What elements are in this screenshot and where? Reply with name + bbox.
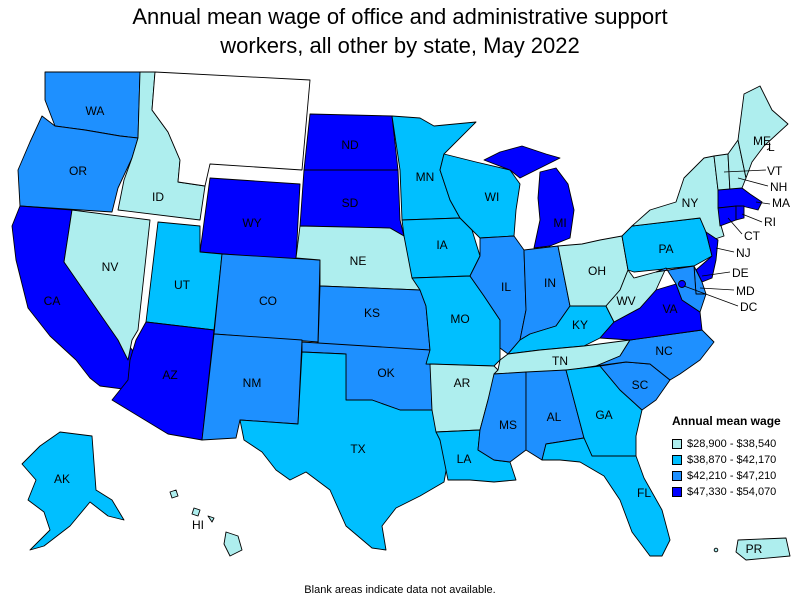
legend-label: $38,870 - $42,170 [687, 454, 777, 466]
state-PR[interactable] [735, 537, 791, 561]
label-OH: OH [588, 264, 606, 278]
label-NM: NM [243, 376, 262, 390]
state-ME[interactable] [737, 85, 789, 179]
northeast-callouts: L VT NH MA RI CT NJ DE MD DC [683, 140, 790, 314]
label-AZ: AZ [162, 368, 177, 382]
label-TN: TN [552, 354, 568, 368]
label-MA: MA [772, 196, 790, 210]
label-OR: OR [69, 164, 87, 178]
footnote: Blank areas indicate data not available. [304, 584, 496, 596]
label-IA: IA [436, 238, 447, 252]
label-ID: ID [152, 190, 164, 204]
state-MT[interactable] [151, 71, 311, 187]
map-title: Annual mean wage of office and administr… [0, 2, 800, 60]
label-KY: KY [572, 318, 588, 332]
state-DC[interactable] [678, 280, 686, 288]
state-HI[interactable] [169, 489, 243, 557]
label-MD: MD [736, 284, 755, 298]
label-AK: AK [54, 472, 70, 486]
label-VA: VA [662, 302, 677, 316]
map-title-line1: Annual mean wage of office and administr… [132, 4, 668, 29]
legend-label: $47,330 - $54,070 [687, 486, 777, 498]
legend-label: $28,900 - $38,540 [687, 438, 777, 450]
label-GA: GA [595, 408, 612, 422]
legend-swatch [672, 455, 682, 465]
label-SC: SC [632, 378, 649, 392]
legend-swatch [672, 439, 682, 449]
label-TX: TX [350, 442, 365, 456]
label-AL: AL [547, 410, 562, 424]
legend-item: $38,870 - $42,170 [672, 452, 800, 468]
label-WV: WV [616, 294, 635, 308]
label-DC: DC [740, 300, 758, 314]
state-MI[interactable] [483, 145, 575, 249]
label-PA: PA [658, 242, 673, 256]
legend-item: $47,330 - $54,070 [672, 484, 800, 500]
label-UT: UT [174, 278, 191, 292]
label-DE: DE [732, 266, 749, 280]
label-PR: PR [746, 542, 763, 556]
label-OK: OK [377, 366, 394, 380]
label-AR: AR [454, 376, 471, 390]
pr-small-island [713, 547, 719, 553]
label-KS: KS [364, 306, 380, 320]
label-FL: FL [637, 486, 651, 500]
label-CA: CA [44, 294, 61, 308]
us-map-svg: WA OR CA NV ID WY UT CO AZ NM ND SD NE K… [11, 71, 791, 561]
legend-label: $42,210 - $47,210 [687, 470, 777, 482]
us-state-map: WA OR CA NV ID WY UT CO AZ NM ND SD NE K… [0, 60, 800, 580]
label-NC: NC [655, 344, 673, 358]
legend-item: $28,900 - $38,540 [672, 436, 800, 452]
label-partial-top: L [768, 140, 775, 154]
label-MS: MS [499, 418, 517, 432]
legend-swatch [672, 471, 682, 481]
label-NJ: NJ [736, 246, 751, 260]
state-NJ[interactable] [695, 231, 719, 283]
label-MI: MI [553, 216, 566, 230]
label-WI: WI [485, 190, 500, 204]
label-VT: VT [767, 164, 783, 178]
label-MN: MN [416, 170, 435, 184]
state-CT[interactable] [717, 205, 737, 227]
legend-item: $42,210 - $47,210 [672, 468, 800, 484]
state-TX[interactable] [239, 351, 449, 551]
label-NV: NV [102, 260, 119, 274]
label-IL: IL [501, 280, 511, 294]
label-IN: IN [544, 276, 556, 290]
legend: Annual mean wage $28,900 - $38,540 $38,8… [672, 414, 800, 500]
label-NE: NE [350, 254, 367, 268]
state-IL[interactable] [469, 235, 527, 355]
label-WA: WA [86, 104, 105, 118]
state-RI[interactable] [735, 205, 745, 221]
label-NY: NY [682, 196, 699, 210]
legend-title: Annual mean wage [672, 414, 781, 428]
label-CT: CT [744, 229, 761, 243]
state-AK[interactable] [21, 431, 125, 551]
label-ND: ND [341, 138, 359, 152]
label-HI: HI [192, 518, 204, 532]
map-title-line2: workers, all other by state, May 2022 [220, 33, 580, 58]
label-SD: SD [342, 196, 359, 210]
state-labels: WA OR CA NV ID WY UT CO AZ NM ND SD NE K… [44, 104, 771, 556]
legend-swatch [672, 487, 682, 497]
label-ME: ME [753, 134, 771, 148]
state-OR[interactable] [17, 115, 139, 213]
state-FL[interactable] [541, 437, 671, 557]
label-RI: RI [764, 215, 776, 229]
label-WY: WY [242, 216, 261, 230]
label-LA: LA [457, 452, 472, 466]
label-NH: NH [770, 180, 787, 194]
state-NV[interactable] [63, 209, 151, 361]
state-NC[interactable] [595, 329, 715, 381]
label-MO: MO [450, 312, 469, 326]
label-CO: CO [259, 294, 277, 308]
state-MD[interactable] [655, 265, 707, 313]
